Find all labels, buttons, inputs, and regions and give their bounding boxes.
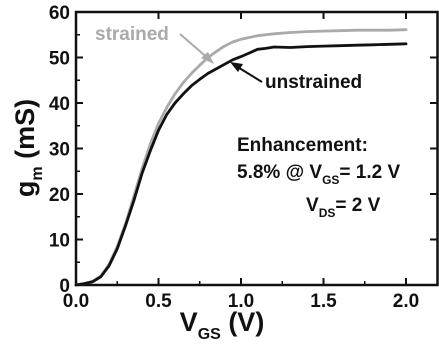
strained-label: strained — [95, 24, 169, 45]
x-axis-title: VGS (V) — [180, 307, 265, 343]
y-tick-label: 30 — [49, 140, 70, 161]
axis-ticks — [75, 11, 437, 286]
tick-labels: 0.0 0.5 1.0 1.5 2.0 0 10 20 30 40 50 60 — [49, 3, 419, 312]
y-axis-title-main: g — [10, 181, 40, 198]
y-tick-label: 20 — [49, 185, 70, 206]
unstrained-arrow-head — [230, 62, 243, 72]
y-axis-title-subscript: m — [29, 166, 46, 180]
x-tick-label: 2.0 — [393, 291, 419, 312]
annotations: strained unstrained Enhancement: 5.8% @ … — [95, 24, 400, 220]
y-tick-label: 40 — [49, 94, 70, 115]
x-tick-label: 0.0 — [63, 291, 89, 312]
x-tick-label: 1.5 — [310, 291, 337, 312]
series-lines — [74, 28, 408, 287]
unstrained-label: unstrained — [265, 72, 362, 93]
vds-subscript: DS — [319, 206, 336, 220]
series-line-unstrained — [74, 42, 408, 287]
strained-arrow-head — [201, 52, 214, 64]
enhancement-main: 5.8% @ V — [237, 162, 322, 183]
x-axis-title-tail: (V) — [221, 307, 265, 337]
y-tick-label: 0 — [59, 276, 70, 297]
y-tick-label: 60 — [49, 3, 70, 24]
vds-main: V — [306, 195, 319, 216]
y-axis-title: gm (mS) — [10, 99, 46, 197]
y-tick-label: 50 — [49, 49, 70, 70]
vds-tail: = 2 V — [335, 195, 380, 216]
enhancement-title: Enhancement: — [237, 135, 368, 156]
x-axis-title-main: V — [180, 307, 198, 337]
vds-condition: VDS= 2 V — [306, 195, 381, 220]
x-tick-label: 0.5 — [145, 291, 172, 312]
y-tick-label: 10 — [49, 231, 70, 252]
enhancement-subscript: GS — [322, 173, 339, 187]
x-axis-title-subscript: GS — [198, 326, 221, 343]
x-tick-label: 1.0 — [228, 291, 254, 312]
enhancement-tail: = 1.2 V — [339, 162, 400, 183]
unstrained-arrow-line — [235, 65, 263, 83]
y-axis-title-tail: (mS) — [10, 99, 40, 167]
enhancement-value: 5.8% @ VGS= 1.2 V — [237, 162, 400, 187]
